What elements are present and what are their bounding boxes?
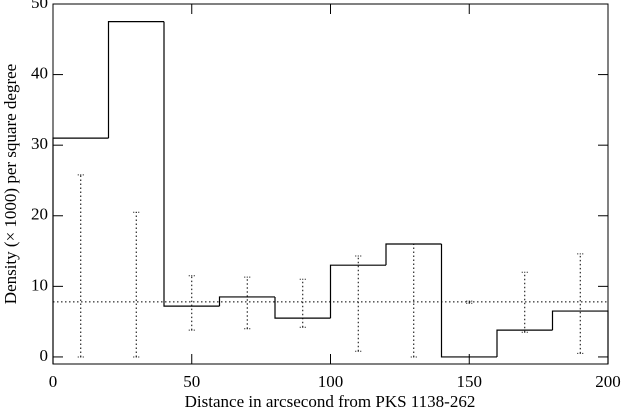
y-tick-label: 30 [31,134,48,153]
x-tick-label: 150 [457,372,483,391]
histogram-bin [551,310,609,364]
y-tick-label: 0 [40,346,49,365]
x-tick-label: 0 [49,372,58,391]
y-tick-label: 50 [31,0,48,12]
x-tick-label: 50 [183,372,200,391]
histogram-bin [329,264,386,319]
y-tick-label: 20 [31,205,48,224]
histogram-bin [218,296,275,307]
histogram-bin [52,137,109,364]
histogram-bin [496,329,553,357]
x-tick-label: 100 [318,372,344,391]
x-axis-label: Distance in arcsecond from PKS 1138-262 [185,392,476,410]
y-tick-label: 40 [31,63,48,82]
histogram-bin [440,244,497,358]
x-tick-label: 200 [595,372,621,391]
histogram-bin [163,21,220,307]
histogram-bin [385,243,442,266]
y-tick-label: 10 [31,275,48,294]
histogram-bin [274,296,331,319]
y-axis-label: Density (× 1000) per square degree [1,64,20,304]
histogram-bin [107,21,164,139]
